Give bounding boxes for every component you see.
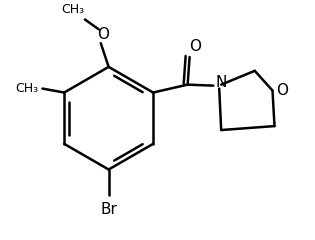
Text: Br: Br: [100, 202, 117, 216]
Text: CH₃: CH₃: [61, 3, 85, 16]
Text: CH₃: CH₃: [15, 82, 38, 95]
Text: O: O: [276, 83, 289, 98]
Text: O: O: [190, 39, 202, 54]
Text: O: O: [97, 27, 109, 42]
Text: N: N: [215, 75, 227, 90]
